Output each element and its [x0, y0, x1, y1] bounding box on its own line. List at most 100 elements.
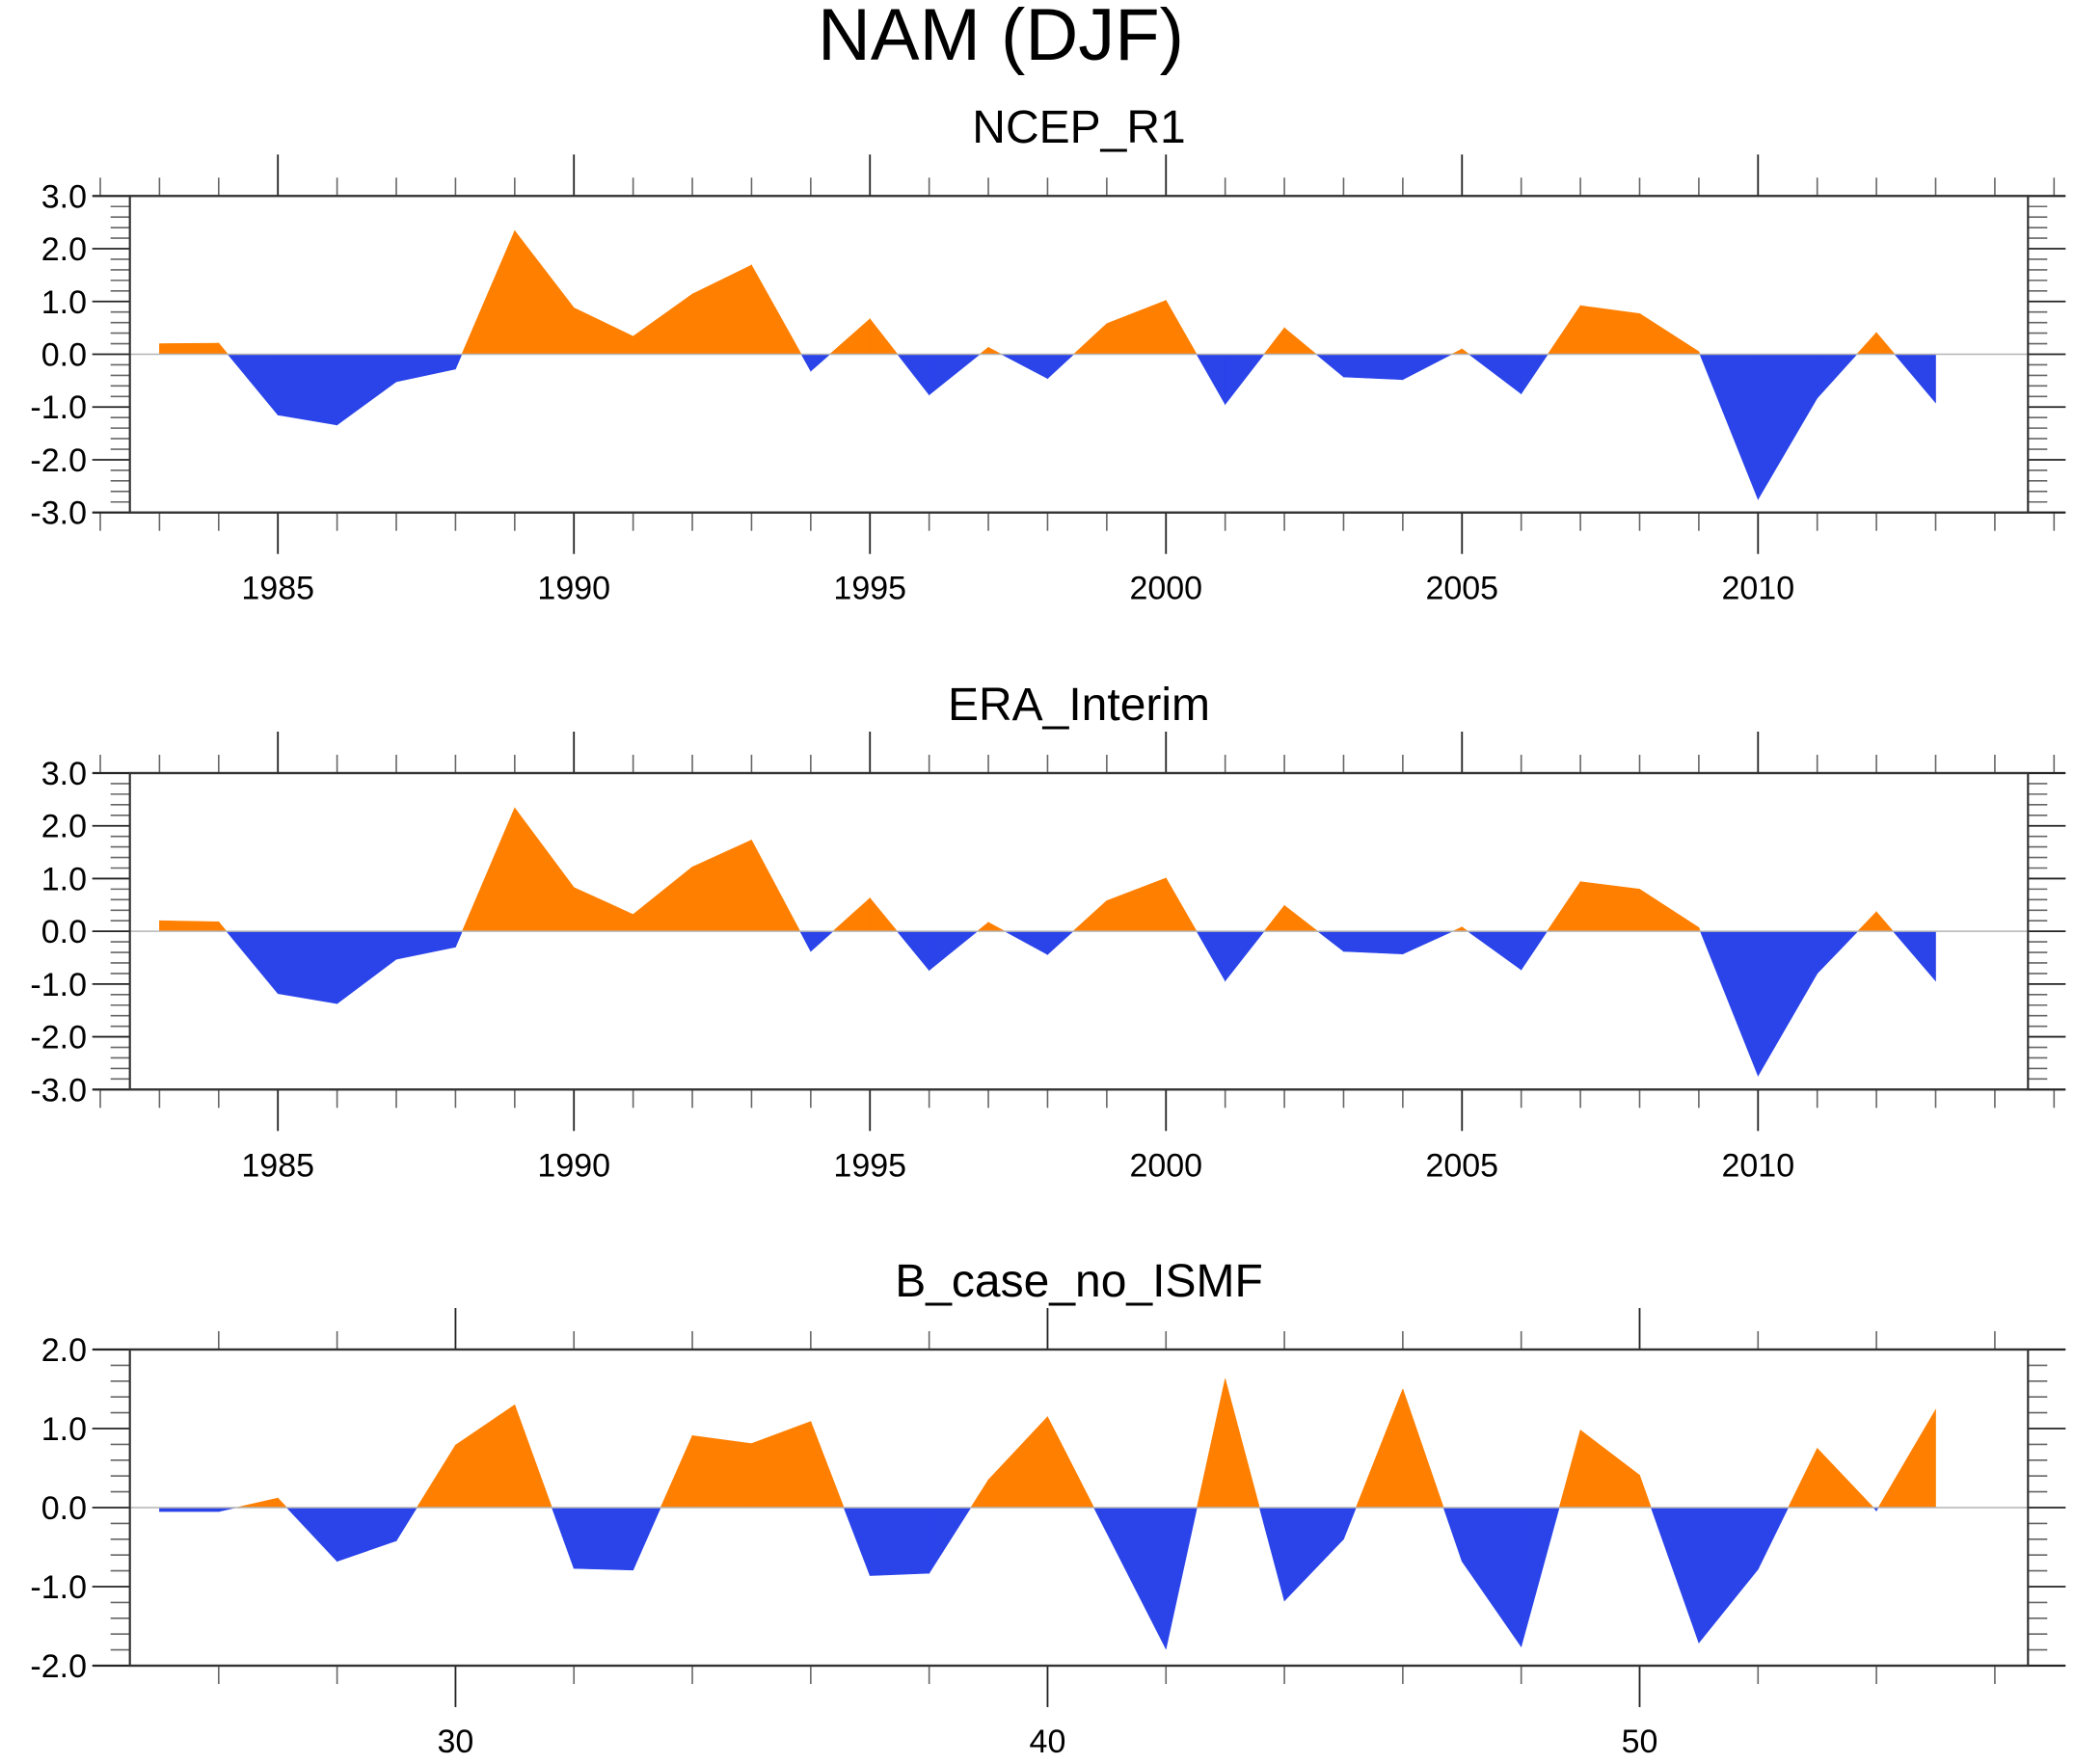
negative-area-segment [226, 930, 279, 995]
negative-area-segment [1521, 354, 1549, 395]
negative-area-segment [337, 354, 397, 426]
negative-area-segment [800, 354, 812, 373]
positive-area-segment [1106, 300, 1167, 355]
y-tick-label: -1.0 [30, 389, 87, 426]
negative-area-segment [1343, 354, 1404, 381]
negative-area-segment [869, 1507, 929, 1576]
y-tick-label: 1.0 [41, 284, 87, 321]
positive-area-segment [691, 1435, 752, 1509]
negative-area-segment [929, 1507, 972, 1575]
negative-area-segment [455, 354, 463, 369]
positive-area-segment [1877, 1408, 1936, 1509]
y-tick-label: 0.0 [41, 1490, 87, 1527]
y-tick-label: -1.0 [30, 967, 87, 1003]
positive-area-segment [514, 229, 575, 355]
negative-area-segment [395, 930, 456, 960]
negative-area-segment [1225, 354, 1265, 406]
negative-area-segment [1093, 1507, 1108, 1534]
negative-area-segment [1894, 354, 1936, 404]
positive-area-segment [1072, 899, 1108, 932]
negative-area-segment [1225, 930, 1265, 982]
positive-area-segment [1639, 888, 1700, 932]
positive-area-segment [1817, 1447, 1874, 1509]
area-fills [159, 229, 1936, 501]
y-tick-label: 2.0 [41, 1332, 87, 1369]
negative-area-segment [337, 930, 397, 1004]
negative-area-segment [1468, 354, 1522, 395]
panel-era-interim: ERA_Interim 1985 1990 1995 2000 2005 2010 -3.0… [30, 680, 2066, 1184]
plot-frame [128, 195, 2030, 514]
x-tick-label: 1990 [537, 1147, 610, 1184]
area-fills [159, 1378, 1936, 1649]
negative-area-segment [1283, 1507, 1344, 1602]
positive-area-segment [1788, 1448, 1818, 1509]
positive-area-segment [1225, 1378, 1260, 1509]
positive-area-segment [979, 346, 989, 355]
negative-area-segment [1402, 930, 1453, 955]
positive-area-segment [1451, 348, 1463, 355]
negative-area-segment [1699, 930, 1759, 1077]
negative-area-segment [573, 1507, 633, 1571]
positive-area-segment [218, 921, 228, 932]
negative-area-segment [285, 1507, 337, 1563]
y-tick-label: 3.0 [41, 178, 87, 215]
positive-area-segment [1639, 1475, 1652, 1509]
panel-title: NCEP_R1 [972, 102, 1185, 153]
x-tick-label: 1985 [241, 1147, 314, 1184]
positive-area-segment [1165, 876, 1198, 932]
negative-area-segment [1521, 930, 1549, 972]
positive-area-segment [1639, 312, 1700, 355]
negative-area-segment [1343, 1507, 1357, 1539]
y-tick-label: 2.0 [41, 231, 87, 268]
negative-area-segment [1521, 1507, 1560, 1647]
negative-area-segment [227, 354, 279, 416]
positive-area-segment [1283, 327, 1317, 355]
panel-title: ERA_Interim [948, 680, 1210, 731]
positive-area-segment [461, 230, 516, 355]
negative-area-segment [337, 1507, 397, 1563]
positive-area-segment [691, 840, 752, 932]
y-tick-label: 3.0 [41, 756, 87, 792]
x-tick-label: 30 [438, 1724, 474, 1760]
y-tick-label: 2.0 [41, 809, 87, 845]
y-tick-label: -3.0 [30, 1072, 87, 1109]
positive-area-segment [1579, 881, 1640, 932]
positive-area-segment [828, 318, 871, 355]
negative-area-segment [395, 1507, 417, 1542]
positive-area-segment [1856, 911, 1877, 932]
y-tick-label: -2.0 [30, 442, 87, 479]
positive-area-segment [987, 922, 1006, 932]
negative-area-segment [1467, 930, 1522, 971]
x-tick-label: 2010 [1721, 1147, 1794, 1184]
negative-area-segment [1698, 1507, 1759, 1644]
negative-area-segment [810, 930, 834, 952]
positive-area-segment [987, 1415, 1048, 1509]
positive-area-segment [633, 293, 693, 355]
positive-area-segment [1047, 1416, 1094, 1509]
negative-area-segment [799, 930, 812, 952]
negative-area-segment [1005, 930, 1048, 955]
positive-area-segment [573, 887, 633, 932]
positive-area-segment [461, 807, 516, 932]
negative-area-segment [277, 930, 337, 1004]
x-tick-label: 1985 [241, 571, 314, 607]
negative-area-segment [1402, 354, 1452, 381]
positive-area-segment [1546, 880, 1581, 932]
positive-area-segment [691, 264, 752, 355]
negative-area-segment [395, 354, 456, 383]
y-tick-label: 1.0 [41, 1411, 87, 1448]
positive-area-segment [987, 346, 1002, 355]
negative-area-segment [1817, 354, 1858, 399]
negative-area-segment [1106, 1507, 1167, 1649]
negative-area-segment [1001, 354, 1048, 380]
positive-area-segment [159, 920, 220, 932]
negative-area-segment [929, 354, 982, 396]
negative-area-segment [1461, 1507, 1522, 1648]
x-tick-label: 2005 [1425, 1147, 1498, 1184]
positive-area-segment [1263, 904, 1285, 932]
negative-area-segment [1442, 1507, 1463, 1562]
panel-ncep-r1: NCEP_R1 1985 1990 1995 2000 2005 2010 -3.0 -2.0… [30, 102, 2066, 607]
negative-area-segment [843, 1507, 871, 1576]
negative-area-segment [929, 930, 979, 972]
